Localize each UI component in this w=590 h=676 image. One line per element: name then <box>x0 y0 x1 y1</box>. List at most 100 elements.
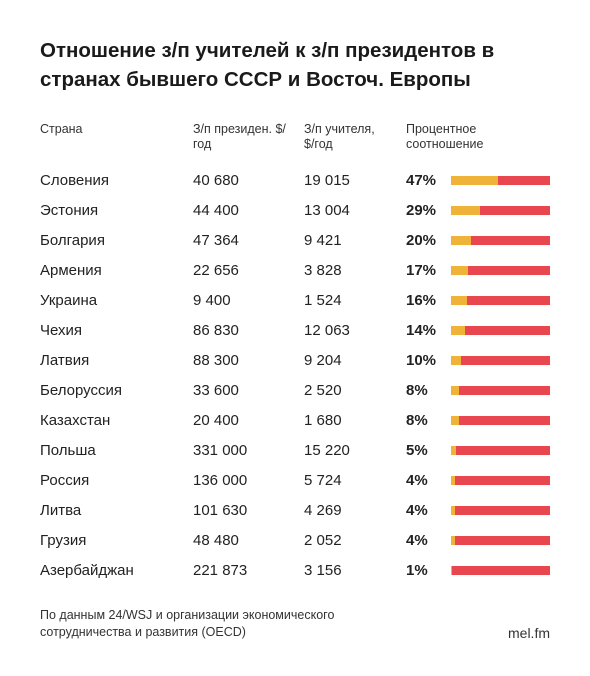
ratio-label: 20% <box>406 232 437 249</box>
president-salary-cell: 88 300 <box>193 352 239 369</box>
teacher-salary-cell: 13 004 <box>304 202 350 219</box>
ratio-bar <box>451 356 550 365</box>
ratio-bar <box>451 416 550 425</box>
table-row: Болгария 47 364 9 421 20% <box>0 225 590 255</box>
ratio-bar <box>451 266 550 275</box>
table-row: Грузия 48 480 2 052 4% <box>0 525 590 555</box>
ratio-bar-fill <box>451 416 459 425</box>
president-salary-cell: 22 656 <box>193 262 239 279</box>
president-salary-cell: 221 873 <box>193 562 248 579</box>
president-salary-cell: 9 400 <box>193 292 231 309</box>
ratio-label: 16% <box>406 292 437 309</box>
ratio-label: 1% <box>406 562 428 579</box>
teacher-salary-cell: 3 156 <box>304 562 342 579</box>
table-row: Латвия 88 300 9 204 10% <box>0 345 590 375</box>
table-row: Чехия 86 830 12 063 14% <box>0 315 590 345</box>
ratio-bar-fill <box>451 176 498 185</box>
ratio-bar <box>451 206 550 215</box>
teacher-salary-cell: 5 724 <box>304 472 342 489</box>
ratio-bar <box>451 476 550 485</box>
ratio-label: 8% <box>406 412 428 429</box>
ratio-label: 47% <box>406 172 437 189</box>
ratio-label: 8% <box>406 382 428 399</box>
teacher-salary-cell: 19 015 <box>304 172 350 189</box>
president-salary-cell: 33 600 <box>193 382 239 399</box>
teacher-salary-cell: 2 520 <box>304 382 342 399</box>
ratio-label: 17% <box>406 262 437 279</box>
country-cell: Азербайджан <box>40 562 134 579</box>
ratio-bar <box>451 236 550 245</box>
ratio-bar <box>451 176 550 185</box>
country-cell: Литва <box>40 502 82 519</box>
country-cell: Эстония <box>40 202 99 219</box>
chart-title: Отношение з/п учителей к з/п президентов… <box>40 39 495 91</box>
ratio-bar-fill <box>451 446 456 455</box>
header-president-salary: З/п президен. $/год <box>193 122 286 151</box>
country-cell: Украина <box>40 292 98 309</box>
table-row: Эстония 44 400 13 004 29% <box>0 195 590 225</box>
ratio-bar <box>451 386 550 395</box>
ratio-label: 29% <box>406 202 437 219</box>
ratio-bar-fill <box>451 506 455 515</box>
ratio-label: 4% <box>406 532 428 549</box>
teacher-salary-cell: 3 828 <box>304 262 342 279</box>
teacher-salary-cell: 12 063 <box>304 322 350 339</box>
table-row: Литва 101 630 4 269 4% <box>0 495 590 525</box>
country-cell: Словения <box>40 172 110 189</box>
ratio-bar-fill <box>451 236 471 245</box>
ratio-bar-fill <box>451 356 461 365</box>
country-cell: Латвия <box>40 352 90 369</box>
teacher-salary-cell: 9 421 <box>304 232 342 249</box>
ratio-bar <box>451 446 550 455</box>
president-salary-cell: 136 000 <box>193 472 248 489</box>
country-cell: Грузия <box>40 532 87 549</box>
president-salary-cell: 47 364 <box>193 232 239 249</box>
ratio-label: 5% <box>406 442 428 459</box>
president-salary-cell: 20 400 <box>193 412 239 429</box>
ratio-bar <box>451 536 550 545</box>
ratio-bar <box>451 296 550 305</box>
table-row: Украина 9 400 1 524 16% <box>0 285 590 315</box>
president-salary-cell: 40 680 <box>193 172 239 189</box>
teacher-salary-cell: 4 269 <box>304 502 342 519</box>
ratio-bar-fill <box>451 476 455 485</box>
ratio-label: 4% <box>406 472 428 489</box>
ratio-label: 4% <box>406 502 428 519</box>
teacher-salary-cell: 1 680 <box>304 412 342 429</box>
table-row: Армения 22 656 3 828 17% <box>0 255 590 285</box>
ratio-label: 14% <box>406 322 437 339</box>
table-row: Россия 136 000 5 724 4% <box>0 465 590 495</box>
country-cell: Болгария <box>40 232 105 249</box>
ratio-label: 10% <box>406 352 437 369</box>
ratio-bar-fill <box>451 266 468 275</box>
table-row: Казахстан 20 400 1 680 8% <box>0 405 590 435</box>
brand-label: mel.fm <box>508 625 550 641</box>
teacher-salary-cell: 9 204 <box>304 352 342 369</box>
ratio-bar-fill <box>451 386 459 395</box>
ratio-bar-fill <box>451 206 480 215</box>
table-row: Словения 40 680 19 015 47% <box>0 165 590 195</box>
ratio-bar <box>451 326 550 335</box>
teacher-salary-cell: 2 052 <box>304 532 342 549</box>
country-cell: Россия <box>40 472 90 489</box>
table-row: Польша 331 000 15 220 5% <box>0 435 590 465</box>
country-cell: Чехия <box>40 322 83 339</box>
president-salary-cell: 101 630 <box>193 502 248 519</box>
ratio-bar-fill <box>451 566 452 575</box>
president-salary-cell: 44 400 <box>193 202 239 219</box>
ratio-bar <box>451 566 550 575</box>
ratio-bar <box>451 506 550 515</box>
ratio-bar-fill <box>451 296 467 305</box>
country-cell: Польша <box>40 442 96 459</box>
president-salary-cell: 48 480 <box>193 532 239 549</box>
country-cell: Белоруссия <box>40 382 122 399</box>
source-note: По данным 24/WSJ и организации экономиче… <box>40 608 335 639</box>
ratio-bar-fill <box>451 536 455 545</box>
header-teacher-salary: З/п учителя, $/год <box>304 122 375 151</box>
teacher-salary-cell: 1 524 <box>304 292 342 309</box>
table-row: Белоруссия 33 600 2 520 8% <box>0 375 590 405</box>
header-country: Страна <box>40 122 83 136</box>
country-cell: Казахстан <box>40 412 111 429</box>
country-cell: Армения <box>40 262 102 279</box>
president-salary-cell: 86 830 <box>193 322 239 339</box>
